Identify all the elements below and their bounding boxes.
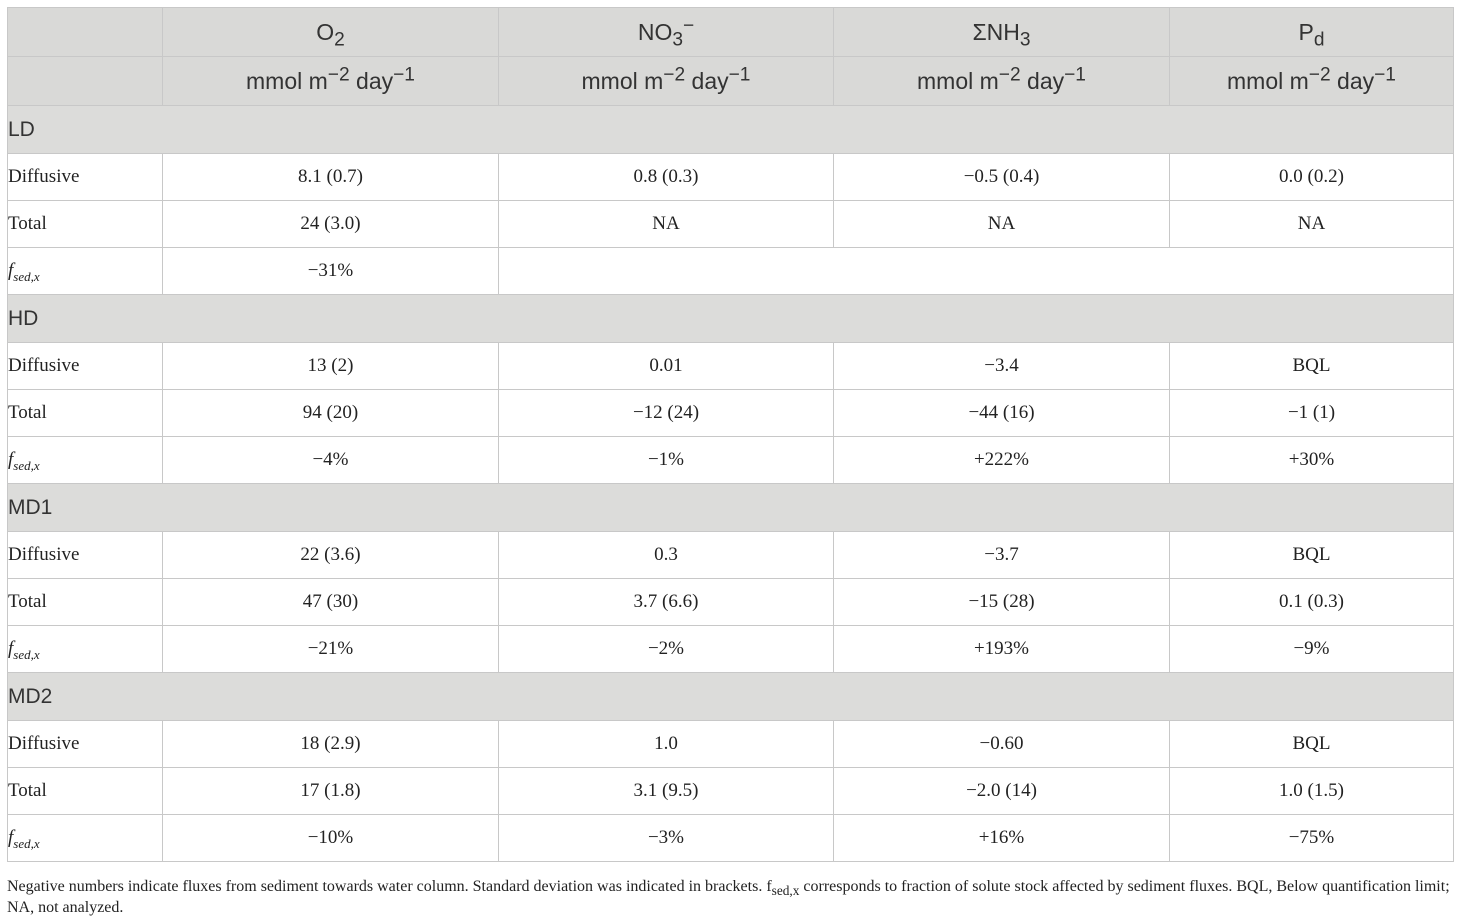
table-row: Diffusive 22 (3.6) 0.3 −3.7 BQL [7, 531, 1454, 579]
row-label: fsed,x [7, 814, 163, 862]
table-cell: −3.4 [833, 342, 1170, 390]
table-cell: NA [1169, 200, 1454, 248]
table-body: LD Diffusive 8.1 (0.7) 0.8 (0.3) −0.5 (0.4) 0… [7, 105, 1454, 862]
table-cell: +222% [833, 436, 1170, 484]
header-corner-cell [7, 7, 163, 57]
table-cell: 22 (3.6) [162, 531, 499, 579]
table-cell: −12 (24) [498, 389, 834, 437]
table-cell: −44 (16) [833, 389, 1170, 437]
table-cell: −10% [162, 814, 499, 862]
row-label: Diffusive [7, 720, 163, 768]
header-corner-cell [7, 56, 163, 106]
table-row: fsed,x −10% −3% +16% −75% [7, 814, 1454, 862]
flux-table: O2 NO3− ΣNH3 Pd mmol m−2 day−1 mmol m−2 … [7, 7, 1454, 862]
table-cell: 0.01 [498, 342, 834, 390]
table-cell: 0.0 (0.2) [1169, 153, 1454, 201]
group-row: MD1 [7, 483, 1454, 532]
table-row: Total 94 (20) −12 (24) −44 (16) −1 (1) [7, 389, 1454, 437]
table-cell: 0.3 [498, 531, 834, 579]
table-cell: −4% [162, 436, 499, 484]
table-cell: −0.5 (0.4) [833, 153, 1170, 201]
table-cell: −75% [1169, 814, 1454, 862]
table-row: fsed,x −31% [7, 247, 1454, 295]
table-cell: BQL [1169, 531, 1454, 579]
header-no3: NO3− [498, 7, 834, 57]
group-row: MD2 [7, 672, 1454, 721]
header-o2: O2 [162, 7, 499, 57]
table-cell: 0.8 (0.3) [498, 153, 834, 201]
table-cell: −15 (28) [833, 578, 1170, 626]
row-label: fsed,x [7, 247, 163, 295]
table-cell: 17 (1.8) [162, 767, 499, 815]
fsed-label: fsed,x [8, 449, 40, 473]
table-cell: 3.7 (6.6) [498, 578, 834, 626]
header-pd: Pd [1169, 7, 1454, 57]
row-label: Diffusive [7, 531, 163, 579]
table-row: Diffusive 18 (2.9) 1.0 −0.60 BQL [7, 720, 1454, 768]
row-label: fsed,x [7, 436, 163, 484]
group-row: LD [7, 105, 1454, 154]
header-row-solute: O2 NO3− ΣNH3 Pd [7, 7, 1454, 57]
table-row: Total 17 (1.8) 3.1 (9.5) −2.0 (14) 1.0 (1.5) [7, 767, 1454, 815]
table-row: fsed,x −4% −1% +222% +30% [7, 436, 1454, 484]
row-label: Total [7, 389, 163, 437]
table-cell: NA [833, 200, 1170, 248]
unit-pd: mmol m−2 day−1 [1169, 56, 1454, 106]
unit-o2: mmol m−2 day−1 [162, 56, 499, 106]
table-cell: 3.1 (9.5) [498, 767, 834, 815]
group-row: HD [7, 294, 1454, 343]
unit-no3: mmol m−2 day−1 [498, 56, 834, 106]
table-cell: −31% [162, 247, 499, 295]
group-label: MD2 [7, 672, 1454, 721]
row-label: Total [7, 578, 163, 626]
table-cell: 47 (30) [162, 578, 499, 626]
table-cell: −2.0 (14) [833, 767, 1170, 815]
table-row: Diffusive 8.1 (0.7) 0.8 (0.3) −0.5 (0.4) 0.0… [7, 153, 1454, 201]
table-cell: 13 (2) [162, 342, 499, 390]
row-label: Diffusive [7, 342, 163, 390]
group-label: LD [7, 105, 1454, 154]
table-row: Diffusive 13 (2) 0.01 −3.4 BQL [7, 342, 1454, 390]
table-cell: 1.0 (1.5) [1169, 767, 1454, 815]
table-cell: −1% [498, 436, 834, 484]
unit-nh3: mmol m−2 day−1 [833, 56, 1170, 106]
table-cell: +16% [833, 814, 1170, 862]
table-cell: +193% [833, 625, 1170, 673]
table-row: Total 24 (3.0) NA NA NA [7, 200, 1454, 248]
table-footnote: Negative numbers indicate fluxes from se… [7, 878, 1450, 916]
fsed-label: fsed,x [8, 827, 40, 851]
table-cell: 94 (20) [162, 389, 499, 437]
table-cell: −3% [498, 814, 834, 862]
table-cell: 24 (3.0) [162, 200, 499, 248]
group-label: HD [7, 294, 1454, 343]
table-cell: −1 (1) [1169, 389, 1454, 437]
table-cell: 18 (2.9) [162, 720, 499, 768]
fsed-label: fsed,x [8, 260, 40, 284]
table-cell: BQL [1169, 342, 1454, 390]
table-cell: 1.0 [498, 720, 834, 768]
table-cell: −0.60 [833, 720, 1170, 768]
table-cell: −9% [1169, 625, 1454, 673]
table-cell: NA [498, 200, 834, 248]
table-cell: −21% [162, 625, 499, 673]
table-cell: +30% [1169, 436, 1454, 484]
header-nh3: ΣNH3 [833, 7, 1170, 57]
table-cell: −2% [498, 625, 834, 673]
row-label: Total [7, 200, 163, 248]
table-row: Total 47 (30) 3.7 (6.6) −15 (28) 0.1 (0.3) [7, 578, 1454, 626]
table-row: fsed,x −21% −2% +193% −9% [7, 625, 1454, 673]
group-label: MD1 [7, 483, 1454, 532]
fsed-label: fsed,x [8, 638, 40, 662]
row-label: Total [7, 767, 163, 815]
table-cell: 8.1 (0.7) [162, 153, 499, 201]
row-label: Diffusive [7, 153, 163, 201]
empty-cell [498, 247, 1454, 295]
header-row-units: mmol m−2 day−1 mmol m−2 day−1 mmol m−2 d… [7, 56, 1454, 106]
table-cell: BQL [1169, 720, 1454, 768]
table-cell: −3.7 [833, 531, 1170, 579]
table-cell: 0.1 (0.3) [1169, 578, 1454, 626]
row-label: fsed,x [7, 625, 163, 673]
